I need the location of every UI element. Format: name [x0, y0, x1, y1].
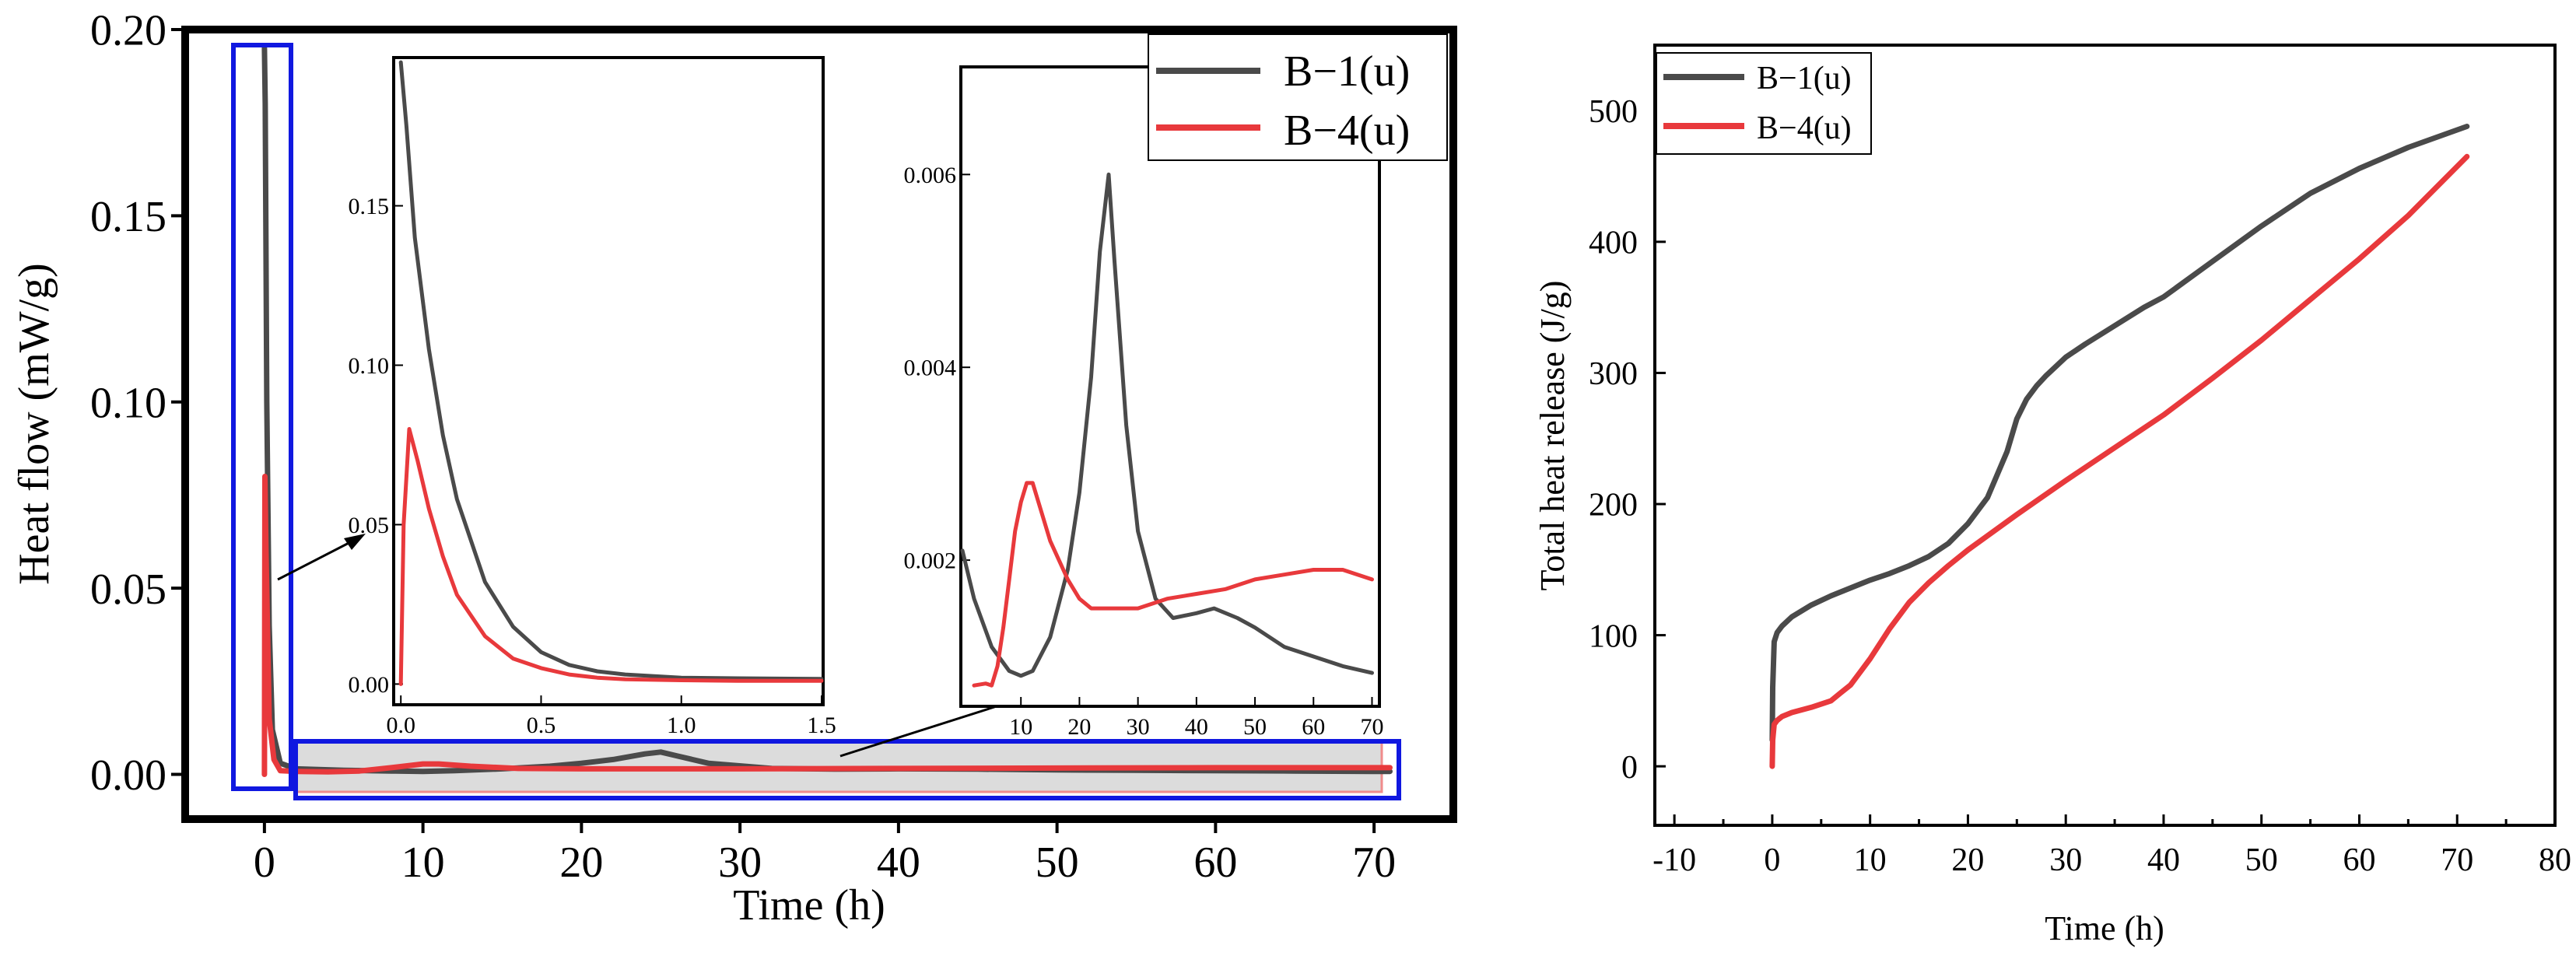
inset-2-xtick-label: 50 — [1243, 714, 1267, 740]
heat-flow-xtick-label: 10 — [401, 839, 445, 887]
total-heat-plot-frame — [1653, 44, 2557, 827]
inset-1-line-b4 — [398, 427, 824, 686]
heat-flow-legend-box — [1148, 33, 1448, 161]
legend-label-b4-right: B−4(u) — [1757, 110, 1852, 146]
inset-2-line-b1 — [960, 172, 1374, 678]
inset-2-frame — [959, 65, 1381, 708]
late-stage-highlight-box — [293, 739, 1401, 800]
inset-1-frame — [392, 56, 825, 706]
heat-flow-chart: 0.00 0.05 0.10 0.15 0.20 0 10 20 30 40 50 60 70 Hea… — [10, 7, 1457, 930]
heat-flow-series — [261, 45, 1393, 777]
inset-1-line-b1 — [398, 60, 824, 681]
inset-1-chart: 0.00 0.05 0.10 0.15 0.0 0.5 1.0 1.5 — [349, 56, 836, 738]
total-heat-y-axis-label: Total heat release (J/g) — [1533, 281, 1572, 591]
total-heat-legend-box — [1656, 52, 1872, 155]
heat-flow-ytick-label: 0.15 — [90, 193, 166, 241]
total-heat-xtick-label: -10 — [1652, 842, 1696, 878]
total-heat-line-b4 — [1769, 153, 2470, 769]
inset-1-ytick-label: 0.15 — [349, 194, 390, 219]
inset-2-xtick-label: 20 — [1067, 714, 1091, 740]
total-heat-x-ticks: -10 0 10 20 30 40 50 60 70 80 — [1652, 814, 2571, 878]
total-heat-ytick-label: 400 — [1589, 226, 1638, 261]
total-heat-legend: B−1(u) B−4(u) — [1656, 52, 1872, 155]
heat-flow-xtick-label: 70 — [1352, 839, 1396, 887]
heat-flow-ytick-label: 0.20 — [90, 7, 166, 55]
total-heat-ytick-label: 0 — [1621, 750, 1638, 786]
inset-2-series — [960, 172, 1374, 688]
total-heat-xtick-label: 60 — [2343, 842, 2375, 878]
total-heat-xtick-label: 30 — [2049, 842, 2082, 878]
heat-flow-x-ticks: 0 10 20 30 40 50 60 70 — [254, 819, 1396, 887]
total-heat-x-axis-label: Time (h) — [2045, 909, 2164, 947]
heat-flow-xtick-label: 60 — [1193, 839, 1237, 887]
total-heat-xtick-label: 20 — [1951, 842, 1984, 878]
total-heat-xtick-label: 50 — [2245, 842, 2278, 878]
heat-flow-xtick-label: 0 — [254, 839, 275, 887]
total-heat-line-b1 — [1769, 124, 2470, 743]
inset-2-xtick-label: 10 — [1009, 714, 1032, 740]
early-stage-highlight-box — [231, 43, 293, 791]
total-heat-xtick-label: 40 — [2147, 842, 2180, 878]
inset-2-x-ticks: 10 20 30 40 50 60 70 — [1009, 697, 1383, 740]
total-heat-xtick-label: 10 — [1854, 842, 1887, 878]
inset-1-xtick-label: 0.0 — [386, 713, 415, 738]
heat-flow-xtick-label: 40 — [877, 839, 920, 887]
heat-flow-xtick-label: 30 — [718, 839, 762, 887]
inset-2-xtick-label: 30 — [1127, 714, 1150, 740]
inset-2-xtick-label: 40 — [1185, 714, 1208, 740]
inset-2-ytick-label: 0.002 — [904, 548, 957, 574]
total-heat-ytick-label: 500 — [1589, 94, 1638, 130]
heat-flow-x-axis-label: Time (h) — [733, 881, 885, 930]
total-heat-xtick-label: 70 — [2441, 842, 2473, 878]
inset-1-ytick-label: 0.10 — [349, 353, 390, 379]
inset-1-x-ticks: 0.0 0.5 1.0 1.5 — [386, 695, 836, 738]
inset-1-ytick-label: 0.05 — [349, 513, 390, 538]
legend-label-b1: B−1(u) — [1284, 47, 1410, 96]
total-heat-xtick-label: 80 — [2539, 842, 2571, 878]
inset-1-y-ticks: 0.00 0.05 0.10 0.15 — [349, 194, 403, 698]
heat-flow-xtick-label: 20 — [559, 839, 603, 887]
heat-flow-ytick-label: 0.10 — [90, 379, 166, 427]
inset-2-ytick-label: 0.006 — [904, 163, 957, 188]
heat-flow-y-ticks: 0.00 0.05 0.10 0.15 0.20 — [90, 7, 185, 800]
heat-flow-y-axis-label: Heat flow (mW/g) — [10, 263, 58, 585]
total-heat-ytick-label: 300 — [1589, 356, 1638, 392]
heat-flow-ytick-label: 0.05 — [90, 566, 166, 614]
total-heat-series — [1769, 124, 2470, 769]
legend-label-b4: B−4(u) — [1284, 107, 1410, 155]
total-heat-y-ticks: 0 100 200 300 400 500 — [1589, 94, 1666, 786]
inset-1-ytick-label: 0.00 — [349, 672, 390, 698]
legend-label-b1-right: B−1(u) — [1757, 61, 1852, 96]
total-heat-ytick-label: 100 — [1589, 618, 1638, 654]
heat-flow-legend: B−1(u) B−4(u) — [1148, 33, 1448, 161]
inset-2-chart: 0.002 0.004 0.006 10 20 30 40 50 60 70 — [904, 65, 1383, 740]
inset-1-pointer-arrow — [277, 534, 366, 581]
total-heat-ytick-label: 200 — [1589, 488, 1638, 524]
heat-flow-ytick-label: 0.00 — [90, 751, 166, 800]
inset-1-series — [398, 60, 824, 686]
inset-1-xtick-label: 1.5 — [807, 713, 836, 738]
heat-flow-plot-frame — [181, 26, 1457, 823]
inset-2-line-b4 — [972, 481, 1374, 688]
inset-2-ytick-label: 0.004 — [904, 355, 957, 381]
total-heat-chart: 0 100 200 300 400 500 -10 0 10 20 30 40 50 60 70 80 To… — [1533, 44, 2571, 947]
heat-flow-xtick-label: 50 — [1036, 839, 1079, 887]
total-heat-xtick-label: 0 — [1764, 842, 1780, 878]
inset-1-xtick-label: 1.0 — [667, 713, 696, 738]
inset-2-xtick-label: 70 — [1360, 714, 1383, 740]
heat-flow-line-b4 — [261, 474, 1393, 777]
inset-2-xtick-label: 60 — [1302, 714, 1325, 740]
inset-1-xtick-label: 0.5 — [527, 713, 556, 738]
